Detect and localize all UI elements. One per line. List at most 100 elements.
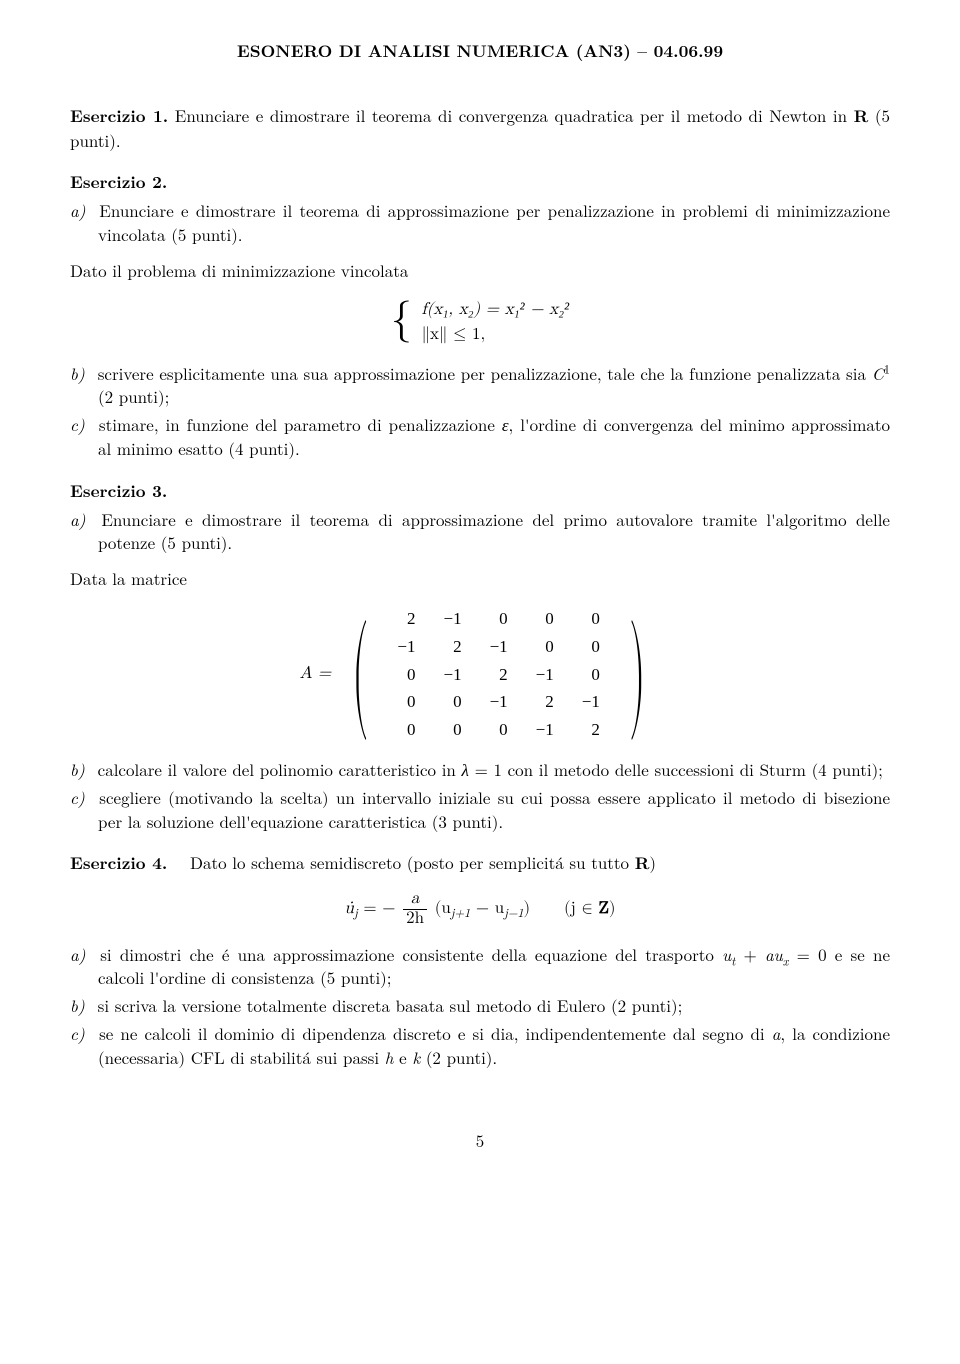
ex4-a-au: au [765,942,783,966]
exercise-4-equation: u̇j = − a 2h (uj+1 − uj−1) (j ∈ Z) [70,890,890,928]
ex4-a-pre: si dimostri che é una approssimazione co… [92,942,722,966]
eq-minus: − u [470,900,504,917]
ex2-c-pre: stimare, in funzione del parametro di pe… [92,412,502,436]
ex3-b-mid: = 1 con il metodo delle successioni di S… [469,757,883,781]
matrix-cell: 0 [383,716,429,744]
exercise-1-head: Esercizio 1. [70,104,168,128]
matrix-cell: 0 [383,661,429,689]
eq-bold-Z: Z [599,900,609,917]
ex2-c-eps: ε [502,412,509,436]
paren-left-icon: ( [352,623,368,725]
item-label-c3: c) [70,786,92,810]
eq-equals: = − [363,900,395,917]
item-label-a3: a) [70,508,92,532]
eq-fraction: a 2h [403,890,427,928]
exercise-3-intro: Data la matrice [70,567,890,591]
ex2-b-C: C [872,361,884,385]
matrix-cell: −1 [522,716,568,744]
brace-icon: { [391,299,412,341]
bold-R: R [854,104,869,128]
ex4-c-post: (2 punti). [420,1045,497,1069]
case-1: f(x₁, x₂) = x₁² − x₂² [422,297,570,323]
eq-endparen: ) [609,900,616,917]
ex3-c-text: scegliere (motivando la scelta) un inter… [92,785,890,833]
ex4-c-pre: se ne calcoli il dominio di dipendenza d… [92,1021,772,1045]
exercise-4: Esercizio 4. Dato lo schema semidiscreto… [70,851,890,1069]
item-label-a: a) [70,199,92,223]
matrix-cell: 2 [383,605,429,633]
matrix-Aeq: A = [299,665,336,682]
eq-open: (u [435,900,451,917]
item-label-c: c) [70,413,92,437]
matrix-cell: 0 [429,688,475,716]
ex2-b-pre: scrivere esplicitamente una sua approssi… [92,361,872,385]
matrix-cell: −1 [476,688,522,716]
exercise-3-item-c: c) scegliere (motivando la scelta) un in… [70,786,890,834]
item-label-b4: b) [70,994,92,1018]
exercise-2-item-a: a) Enunciare e dimostrare il teorema di … [70,199,890,247]
exercise-1: Esercizio 1. Enunciare e dimostrare il t… [70,104,890,153]
matrix-cell: 2 [522,688,568,716]
ex4-a-ut: u [722,942,731,966]
eq-u-dot: u̇ [344,900,353,917]
exercise-2-a-text: Enunciare e dimostrare il teorema di app… [92,198,890,246]
exercise-4-item-c: c) se ne calcoli il dominio di dipendenz… [70,1022,890,1070]
matrix-cell: −1 [429,605,475,633]
exercise-2-item-b: b) scrivere esplicitamente una sua appro… [70,362,890,410]
eq-close: ) [524,900,531,917]
eq-jp1: j+1 [451,908,470,920]
exercise-3-head: Esercizio 3. [70,479,167,503]
ex3-b-lambda: λ [462,757,469,781]
exercise-4-item-a: a) si dimostri che é una approssimazione… [70,943,890,991]
frac-num: a [403,890,427,910]
matrix-cell: 0 [568,633,614,661]
exercise-4-lead-close: ) [649,850,656,874]
matrix-cell: 0 [429,716,475,744]
matrix-cell: 0 [568,605,614,633]
exercise-4-lead: Dato lo schema semidiscreto (posto per s… [190,850,635,874]
matrix-cell: −1 [522,661,568,689]
frac-den: 2h [403,910,427,929]
matrix-cell: 0 [476,716,522,744]
exercise-2: Esercizio 2. a) Enunciare e dimostrare i… [70,170,890,460]
exercise-2-item-c: c) stimare, in funzione del parametro di… [70,413,890,461]
eq-j: j [354,908,358,920]
item-label-a4: a) [70,943,92,967]
bold-R-4: R [635,851,650,875]
ex2-b-exp: 1 [884,359,890,377]
matrix-cell: 2 [476,661,522,689]
exercise-4-item-b: b) si scriva la versione totalmente disc… [70,994,890,1018]
matrix-cell: −1 [429,661,475,689]
page-title: ESONERO DI ANALISI NUMERICA (AN3) – 04.0… [70,40,890,64]
ex4-c-and: e [393,1045,412,1069]
exercise-2-cases: { f(x₁, x₂) = x₁² − x₂² ∥x∥ ≤ 1, [70,297,890,348]
matrix-cell: 2 [429,633,475,661]
exercise-3-item-a: a) Enunciare e dimostrare il teorema di … [70,508,890,556]
ex3-b-pre: calcolare il valore del polinomio caratt… [92,757,462,781]
matrix-cell: −1 [568,688,614,716]
matrix-cell: 0 [522,633,568,661]
ex4-a-plus: + [735,942,765,966]
paren-right-icon: ) [629,623,645,725]
ex4-b-text: si scriva la versione totalmente discret… [92,993,682,1017]
item-label-b: b) [70,362,92,386]
ex4-c-k: k [412,1045,420,1069]
matrix-cell: 0 [522,605,568,633]
ex2-b-post: (2 punti); [98,384,169,408]
eq-jspace: (j ∈ [564,900,598,917]
exercise-3-a-text: Enunciare e dimostrare il teorema di app… [92,507,890,555]
matrix-body: 2−1000−12−1000−12−1000−12−1000−12 [383,605,613,744]
eq-jm1: j−1 [504,908,523,920]
exercise-3-item-b: b) calcolare il valore del polinomio car… [70,758,890,782]
matrix-cell: 0 [476,605,522,633]
matrix-cell: 0 [568,661,614,689]
case-2: ∥x∥ ≤ 1, [422,322,570,348]
item-label-b3: b) [70,758,92,782]
item-label-c4: c) [70,1022,92,1046]
exercise-4-head: Esercizio 4. [70,851,167,875]
exercise-3-matrix: A = ( 2−1000−12−1000−12−1000−12−1000−12 … [70,605,890,744]
exercise-2-intro: Dato il problema di minimizzazione vinco… [70,259,890,283]
exercise-2-head: Esercizio 2. [70,170,167,194]
matrix-cell: 2 [568,716,614,744]
matrix-cell: −1 [476,633,522,661]
